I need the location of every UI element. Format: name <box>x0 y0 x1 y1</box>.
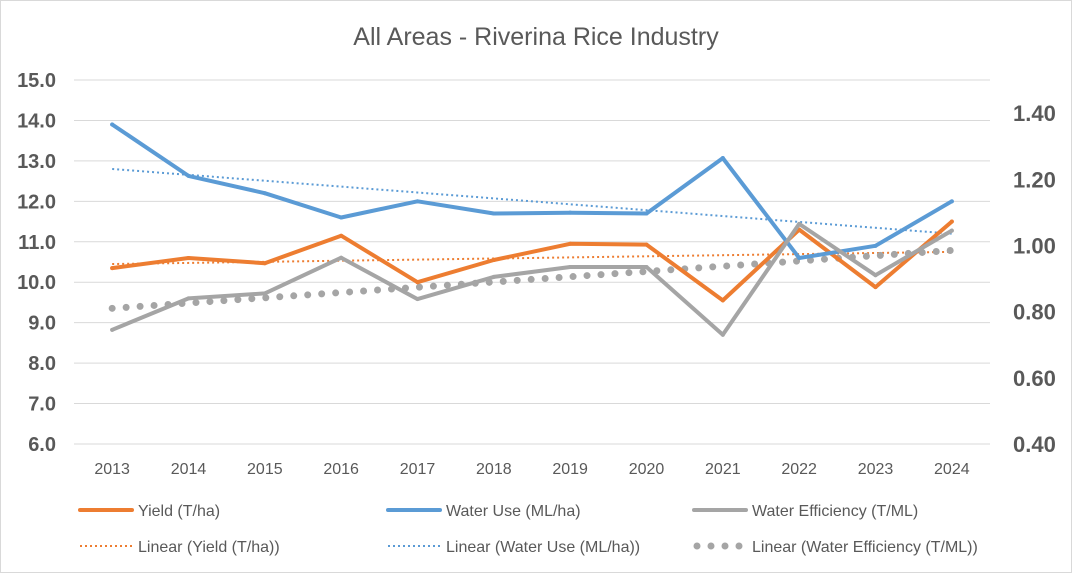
data-point <box>644 242 649 247</box>
data-point <box>720 332 725 337</box>
data-point <box>110 266 115 271</box>
data-point <box>568 264 573 269</box>
gridlines <box>74 79 990 445</box>
y-left-tick-label: 11.0 <box>18 232 56 254</box>
data-point <box>568 210 573 215</box>
y-left-tick-label: 12.0 <box>17 191 56 213</box>
data-point <box>873 273 878 278</box>
data-point <box>491 274 496 279</box>
x-tick-label: 2014 <box>171 461 207 478</box>
x-tick-label: 2024 <box>934 461 970 478</box>
legend: Yield (T/ha) Water Use (ML/ha) Water Effic… <box>78 503 978 556</box>
data-point <box>262 261 267 266</box>
data-point <box>491 257 496 262</box>
y-left-tick-label: 10.0 <box>17 272 56 294</box>
y-left-tick-label: 6.0 <box>28 434 56 456</box>
x-tick-label: 2017 <box>400 461 436 478</box>
y-right-tick-label: 1.00 <box>1013 233 1056 258</box>
data-point <box>339 215 344 220</box>
data-point <box>491 211 496 216</box>
data-point <box>720 156 725 161</box>
trendlines <box>108 167 956 312</box>
y-right-tick-label: 0.60 <box>1013 366 1056 391</box>
y-right-tick-label: 0.80 <box>1013 300 1056 325</box>
data-point <box>186 296 191 301</box>
y-left-tick-label: 13.0 <box>17 151 56 173</box>
chart-title: All Areas - Riverina Rice Industry <box>353 23 719 51</box>
series-line <box>110 219 954 303</box>
data-point <box>415 297 420 302</box>
y-right-tick-label: 1.20 <box>1013 167 1056 192</box>
data-point <box>110 122 115 127</box>
y-left-tick-label: 9.0 <box>28 313 56 335</box>
data-point <box>644 211 649 216</box>
data-point <box>110 327 115 332</box>
data-point <box>186 173 191 178</box>
data-point <box>949 199 954 204</box>
trendline <box>108 246 956 312</box>
legend-label: Water Use (ML/ha) <box>446 503 581 520</box>
legend-label: Linear (Yield (T/ha)) <box>138 539 280 556</box>
data-point <box>339 233 344 238</box>
data-point <box>873 285 878 290</box>
data-point <box>262 191 267 196</box>
y-left-tick-label: 14.0 <box>17 110 56 132</box>
data-point <box>568 241 573 246</box>
series-line <box>110 122 954 260</box>
y-right-tick-label: 0.40 <box>1013 432 1056 457</box>
y-left-tick-label: 8.0 <box>28 353 56 375</box>
x-tick-label: 2013 <box>94 461 130 478</box>
data-point <box>415 199 420 204</box>
legend-label: Yield (T/ha) <box>138 503 220 520</box>
data-point <box>186 255 191 260</box>
y-left-tick-label: 15.0 <box>17 70 56 92</box>
axes: 15.0 14.0 13.0 12.0 11.0 10.0 9.0 8.0 7.0 6.0 1.40… <box>17 70 1056 478</box>
y-right-tick-label: 1.40 <box>1013 101 1056 126</box>
x-tick-label: 2016 <box>323 461 359 478</box>
legend-label: Linear (Water Use (ML/ha)) <box>446 539 640 556</box>
data-point <box>262 291 267 296</box>
x-tick-label: 2018 <box>476 461 512 478</box>
x-tick-label: 2021 <box>705 461 741 478</box>
series-line <box>110 221 954 337</box>
data-point <box>644 264 649 269</box>
legend-label: Water Efficiency (T/ML) <box>752 503 918 520</box>
x-tick-label: 2023 <box>858 461 894 478</box>
data-point <box>797 255 802 260</box>
data-point <box>415 280 420 285</box>
data-point <box>949 219 954 224</box>
legend-label: Linear (Water Efficiency (T/ML)) <box>752 539 978 556</box>
data-point <box>949 228 954 233</box>
data-point <box>797 221 802 226</box>
x-tick-label: 2019 <box>552 461 588 478</box>
x-tick-label: 2020 <box>629 461 665 478</box>
data-point <box>873 243 878 248</box>
series-lines <box>110 122 954 337</box>
x-tick-label: 2015 <box>247 461 283 478</box>
x-tick-label: 2022 <box>781 461 817 478</box>
data-point <box>339 255 344 260</box>
y-left-tick-label: 7.0 <box>28 394 56 416</box>
data-point <box>720 298 725 303</box>
trendline <box>112 167 952 235</box>
